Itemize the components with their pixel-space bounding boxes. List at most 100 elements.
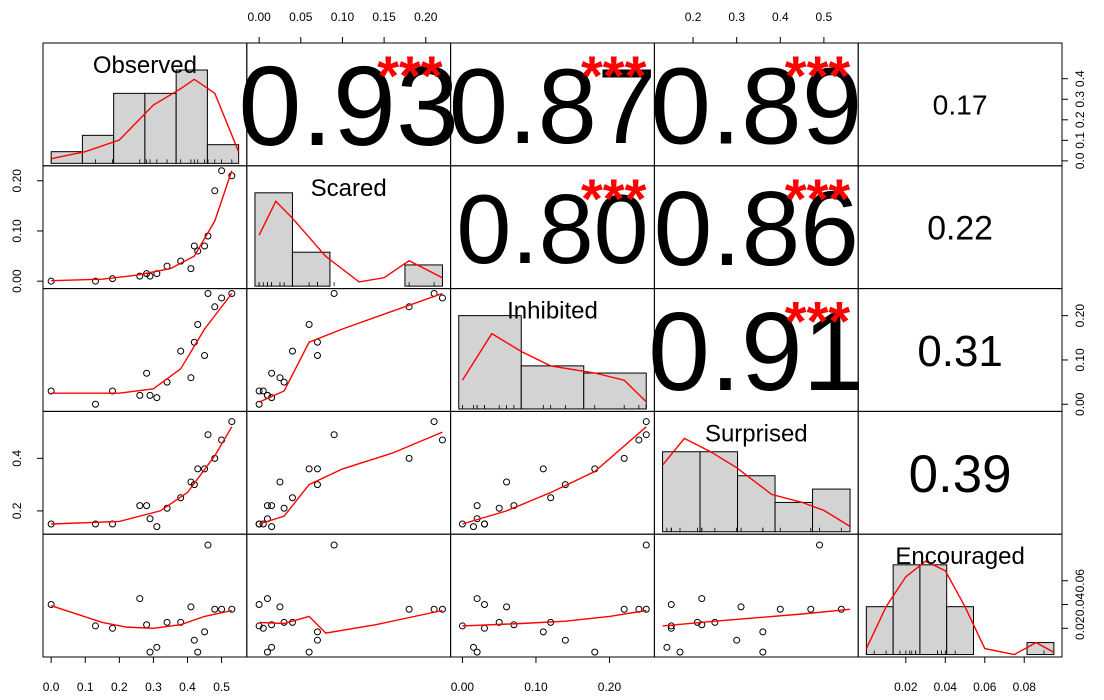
scatter-point bbox=[503, 478, 511, 486]
panel-3-3: Surprised bbox=[653, 410, 859, 535]
scatter-point bbox=[313, 352, 321, 360]
scatter-point bbox=[473, 648, 481, 656]
scatter-point bbox=[642, 418, 650, 426]
significance-stars: *** bbox=[581, 167, 647, 230]
scatter-point bbox=[776, 605, 784, 613]
bottom-tick-label: 0.1 bbox=[77, 680, 94, 694]
scatter-point bbox=[280, 378, 288, 386]
scatter-point bbox=[91, 622, 99, 630]
scatter-point bbox=[201, 465, 209, 473]
scatter-point bbox=[146, 515, 154, 523]
top-tick-label: 0.15 bbox=[372, 10, 396, 24]
scatter-point bbox=[635, 436, 643, 444]
scatter-point bbox=[807, 605, 815, 613]
smooth-line bbox=[258, 431, 443, 525]
panel-2-2: Inhibited bbox=[450, 288, 655, 412]
correlation-cell: 0.93*** bbox=[238, 43, 459, 170]
top-tick-label: 0.05 bbox=[289, 10, 313, 24]
scatter-point bbox=[313, 628, 321, 636]
scatter-point bbox=[263, 648, 271, 656]
scatter-point bbox=[469, 643, 477, 651]
correlation-value: 0.91 bbox=[648, 289, 864, 414]
scatter-point bbox=[276, 603, 284, 611]
correlation-value: 0.87 bbox=[449, 46, 656, 166]
histogram-bar bbox=[206, 144, 240, 164]
variable-label: Inhibited bbox=[507, 298, 598, 325]
scatter-point bbox=[263, 595, 271, 603]
scatter-point bbox=[146, 648, 154, 656]
histogram-bar bbox=[113, 92, 146, 164]
scatter-point bbox=[268, 643, 276, 651]
scatter-point bbox=[228, 418, 236, 426]
top-tick-label: 0.4 bbox=[772, 10, 789, 24]
panel-4-2 bbox=[450, 533, 655, 658]
variable-label: Observed bbox=[93, 52, 197, 79]
variable-label: Encouraged bbox=[895, 543, 1024, 570]
bottom-tick-label: 0.04 bbox=[934, 680, 958, 694]
scatter-point bbox=[620, 454, 628, 462]
scatter-point bbox=[218, 294, 226, 302]
scatter-point bbox=[733, 636, 741, 644]
right-tick-label: 0.00 bbox=[1073, 392, 1087, 416]
scatter-point bbox=[276, 478, 284, 486]
correlation-value: 0.93 bbox=[238, 43, 459, 170]
scatter-point bbox=[561, 636, 569, 644]
histogram-bar bbox=[919, 564, 948, 656]
bottom-tick-label: 0.5 bbox=[213, 680, 230, 694]
scatter-point bbox=[711, 618, 719, 626]
scatter-point bbox=[405, 605, 413, 613]
scatter-point bbox=[190, 242, 198, 250]
correlation-cell: 0.87*** bbox=[449, 44, 656, 166]
correlation-value: 0.17 bbox=[933, 89, 988, 121]
panel-3-1 bbox=[246, 410, 452, 535]
histogram-bar bbox=[737, 475, 776, 533]
scatter-point bbox=[480, 624, 488, 632]
panel-4-0 bbox=[42, 533, 248, 658]
scatter-point bbox=[288, 347, 296, 355]
scatter-point bbox=[539, 628, 547, 636]
scatter-point bbox=[187, 374, 195, 382]
scatter-point bbox=[163, 618, 171, 626]
scatter-point bbox=[255, 601, 263, 609]
scatter-point bbox=[642, 541, 650, 549]
panel-3-2 bbox=[450, 410, 655, 535]
left-tick-label: 0.4 bbox=[10, 450, 24, 467]
variable-label: Surprised bbox=[705, 420, 808, 447]
scatter-point bbox=[510, 621, 518, 629]
bottom-tick-label: 0.20 bbox=[598, 680, 622, 694]
top-tick-label: 0.00 bbox=[247, 10, 271, 24]
correlation-cell: 0.39 bbox=[909, 445, 1012, 504]
scatter-point bbox=[109, 387, 117, 395]
bottom-tick-label: 0.3 bbox=[145, 680, 162, 694]
scatter-point bbox=[201, 352, 209, 360]
correlation-value: 0.31 bbox=[917, 327, 1002, 376]
scatter-point bbox=[153, 643, 161, 651]
histogram-bar bbox=[458, 315, 522, 410]
right-tick-label: 0.4 bbox=[1073, 70, 1087, 87]
correlation-cell: 0.80*** bbox=[456, 167, 648, 284]
scatter-point bbox=[620, 605, 628, 613]
scatter-point bbox=[698, 595, 706, 603]
significance-stars: *** bbox=[377, 44, 443, 107]
scatter-point bbox=[405, 454, 413, 462]
smooth-line bbox=[259, 609, 443, 634]
scatter-point bbox=[153, 394, 161, 402]
scatter-point bbox=[330, 290, 338, 298]
smooth-line bbox=[51, 170, 233, 282]
scatter-point bbox=[204, 431, 212, 439]
bottom-tick-label: 0.4 bbox=[179, 680, 196, 694]
bottom-tick-label: 0.0 bbox=[43, 680, 60, 694]
scatter-point bbox=[495, 618, 503, 626]
panel-border bbox=[246, 288, 452, 412]
right-tick-label: 0.20 bbox=[1073, 304, 1087, 328]
scatter-point bbox=[136, 502, 144, 510]
right-tick-label: 0.3 bbox=[1073, 91, 1087, 108]
scatter-point bbox=[268, 523, 276, 531]
scatter-point bbox=[136, 272, 144, 280]
smooth-line bbox=[51, 426, 233, 525]
scatter-point bbox=[218, 167, 226, 175]
smooth-line bbox=[51, 293, 233, 394]
right-tick-label: 0.1 bbox=[1073, 132, 1087, 149]
top-tick-label: 0.10 bbox=[331, 10, 355, 24]
left-tick-label: 0.10 bbox=[10, 219, 24, 243]
